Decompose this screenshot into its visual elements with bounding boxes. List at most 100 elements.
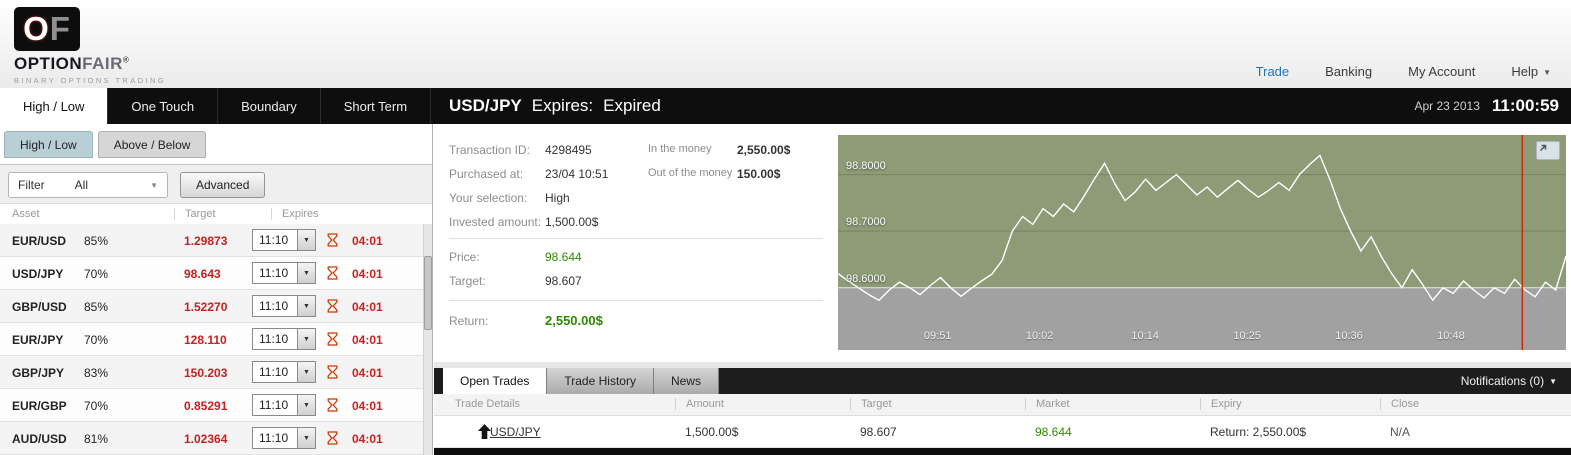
transaction-id-value: 4298495	[545, 143, 592, 157]
asset-list-scrollbar[interactable]	[423, 224, 432, 455]
expiry-time-select[interactable]: 11:10 ▼	[252, 262, 316, 284]
expires-label: Expires:	[531, 96, 594, 115]
scrollbar-thumb[interactable]	[424, 256, 432, 330]
tab-open-trades[interactable]: Open Trades	[443, 368, 548, 394]
asset-row[interactable]: GBP/USD 85% 1.52270 11:10 ▼ 04:01	[0, 290, 424, 323]
open-trades-table: USD/JPY 1,500.00$ 98.607 98.644 Return: …	[434, 416, 1571, 448]
out-money-value: 150.00$	[737, 167, 781, 181]
expiry-select-caret-icon[interactable]: ▼	[297, 395, 315, 415]
trade-expiry-return: Return: 2,550.00$	[1210, 425, 1307, 439]
countdown-timer: 04:01	[352, 366, 383, 380]
tab-short-term[interactable]: Short Term	[321, 88, 432, 124]
bottom-tabbar: Open Trades Trade History News Notificat…	[434, 368, 1571, 394]
tab-one-touch[interactable]: One Touch	[108, 88, 219, 124]
top-nav: Trade Banking My Account Help ▼	[1256, 64, 1551, 79]
asset-name: GBP/JPY	[12, 366, 65, 380]
expiry-select-caret-icon[interactable]: ▼	[297, 329, 315, 349]
expiry-time-select[interactable]: 11:10 ▼	[252, 295, 316, 317]
expiry-selected-value: 11:10	[259, 332, 289, 346]
target-label: Target:	[449, 274, 486, 288]
asset-row[interactable]: AUD/USD 81% 1.02364 11:10 ▼ 04:01	[0, 422, 424, 455]
return-label: Return:	[449, 314, 489, 328]
trade-target: 98.607	[860, 425, 897, 439]
chart-xtick-label: 10:36	[1335, 330, 1363, 342]
asset-target-price: 98.643	[184, 267, 221, 281]
subtab-high-low[interactable]: High / Low	[4, 131, 93, 158]
trade-amount: 1,500.00$	[685, 425, 739, 439]
expiry-selected-value: 11:10	[259, 299, 289, 313]
filter-caret-icon: ▼	[150, 180, 158, 190]
hourglass-icon	[327, 332, 338, 349]
expiry-select-caret-icon[interactable]: ▼	[297, 263, 315, 283]
expiry-select-caret-icon[interactable]: ▼	[297, 362, 315, 382]
nav-item-help[interactable]: Help ▼	[1511, 64, 1551, 79]
expiry-time-select[interactable]: 11:10 ▼	[252, 229, 316, 251]
expand-chart-button[interactable]	[1536, 141, 1560, 160]
asset-target-price: 128.110	[184, 333, 227, 347]
expires-value: Expired	[603, 96, 661, 115]
advanced-button[interactable]: Advanced	[180, 172, 266, 198]
asset-row[interactable]: EUR/USD 85% 1.29873 11:10 ▼ 04:01	[0, 224, 424, 257]
expiry-selected-value: 11:10	[259, 233, 289, 247]
expiry-time-select[interactable]: 11:10 ▼	[252, 361, 316, 383]
notifications-caret-icon: ▼	[1549, 376, 1557, 386]
asset-row[interactable]: EUR/JPY 70% 128.110 11:10 ▼ 04:01	[0, 323, 424, 356]
trade-asset-link[interactable]: USD/JPY	[490, 425, 541, 439]
expiry-time-select[interactable]: 11:10 ▼	[252, 427, 316, 449]
expiry-select-caret-icon[interactable]: ▼	[297, 296, 315, 316]
instrument-tabbar: High / Low One Touch Boundary Short Term…	[0, 88, 1571, 124]
asset-target-price: 150.203	[184, 366, 228, 380]
current-time: 11:00:59	[1491, 96, 1559, 115]
expiry-time-select[interactable]: 11:10 ▼	[252, 394, 316, 416]
purchased-at-value: 23/04 10:51	[545, 167, 609, 181]
asset-name: AUD/USD	[12, 432, 67, 446]
nav-item-trade[interactable]: Trade	[1255, 64, 1290, 79]
hourglass-icon	[327, 431, 338, 448]
price-label: Price:	[449, 250, 480, 264]
asset-row[interactable]: USD/JPY 70% 98.643 11:10 ▼ 04:01	[0, 257, 424, 290]
asset-payout: 85%	[84, 300, 109, 314]
asset-row[interactable]: GBP/JPY 83% 150.203 11:10 ▼ 04:01	[0, 356, 424, 389]
column-expires: Expires	[271, 208, 319, 220]
invested-label: Invested amount:	[449, 215, 542, 229]
asset-row[interactable]: EUR/GBP 70% 0.85291 11:10 ▼ 04:01	[0, 389, 424, 422]
tab-trade-history[interactable]: Trade History	[547, 368, 654, 394]
expiry-select-caret-icon[interactable]: ▼	[297, 428, 315, 448]
column-close: Close	[1380, 398, 1419, 410]
asset-target-price: 1.02364	[184, 432, 228, 446]
price-value: 98.644	[545, 250, 582, 264]
open-trades-header: Trade Details Amount Target Market Expir…	[434, 394, 1571, 416]
asset-payout: 70%	[84, 267, 109, 281]
selection-value: High	[545, 191, 570, 205]
tab-news[interactable]: News	[653, 368, 719, 394]
nav-item-banking[interactable]: Banking	[1325, 64, 1373, 79]
bottom-bar	[434, 448, 1571, 455]
expiry-select-caret-icon[interactable]: ▼	[297, 230, 315, 250]
notifications-button[interactable]: Notifications (0) ▼	[1460, 374, 1557, 388]
countdown-timer: 04:01	[352, 432, 383, 446]
in-money-label: In the money	[648, 143, 712, 155]
countdown-timer: 04:01	[352, 267, 383, 281]
filter-bar: Filter All ▼ Advanced	[0, 164, 432, 204]
asset-list: EUR/USD 85% 1.29873 11:10 ▼ 04:01 USD/JP…	[0, 224, 424, 455]
asset-list-subtabs: High / Low Above / Below	[4, 131, 207, 158]
expiry-time-select[interactable]: 11:10 ▼	[252, 328, 316, 350]
subtab-above-below[interactable]: Above / Below	[97, 131, 207, 158]
column-target: Target	[174, 208, 216, 220]
hourglass-icon	[327, 233, 338, 250]
expiry-selected-value: 11:10	[259, 266, 289, 280]
tab-high-low[interactable]: High / Low	[0, 88, 109, 124]
tab-boundary[interactable]: Boundary	[218, 88, 321, 124]
asset-list-panel: High / Low Above / Below Filter All ▼ Ad…	[0, 124, 433, 455]
hourglass-icon	[327, 365, 338, 382]
divider	[449, 238, 823, 239]
asset-name: USD/JPY	[12, 267, 64, 281]
transaction-id-label: Transaction ID:	[449, 143, 530, 157]
filter-dropdown[interactable]: Filter All ▼	[8, 172, 168, 198]
invested-value: 1,500.00$	[545, 215, 599, 229]
asset-name: EUR/USD	[12, 234, 67, 248]
nav-item-my-account[interactable]: My Account	[1408, 64, 1476, 79]
asset-target-price: 1.29873	[184, 234, 228, 248]
